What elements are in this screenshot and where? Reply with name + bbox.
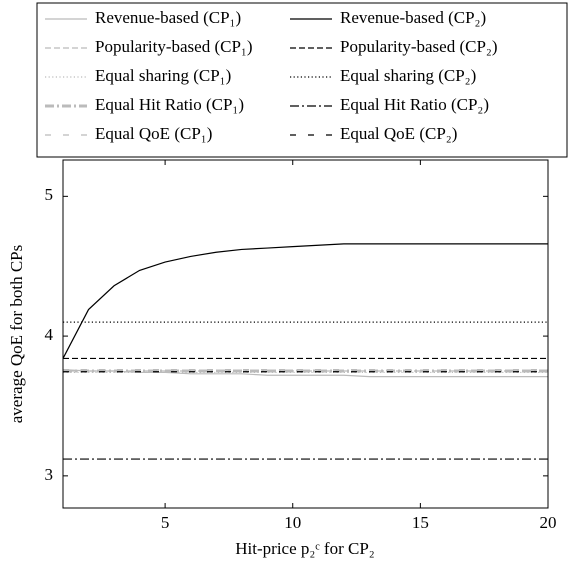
legend-label: Equal QoE (CP₂) — [340, 124, 457, 143]
legend-box — [36, 2, 568, 158]
legend-label: Equal QoE (CP₁) — [95, 124, 212, 143]
legend-label: Equal Hit Ratio (CP₂) — [340, 95, 489, 114]
legend-label: Popularity-based (CP₂) — [340, 37, 498, 56]
y-tick-label: 5 — [45, 185, 54, 204]
y-tick-label: 4 — [45, 325, 54, 344]
legend-label: Equal sharing (CP₂) — [340, 66, 476, 85]
legend-label: Revenue-based (CP₂) — [340, 8, 486, 27]
x-tick-label: 15 — [412, 513, 429, 532]
series-line — [62, 243, 548, 359]
y-tick-label: 3 — [45, 465, 54, 484]
x-axis-label: Hit-price p₂ᶜ for CP₂ — [235, 539, 374, 558]
legend-label: Revenue-based (CP₁) — [95, 8, 241, 27]
legend-label: Popularity-based (CP₁) — [95, 37, 253, 56]
plot-frame — [62, 159, 549, 509]
x-tick-label: 5 — [161, 513, 170, 532]
legend-label: Equal Hit Ratio (CP₁) — [95, 95, 244, 114]
y-axis-label: average QoE for both CPs — [7, 245, 26, 423]
x-tick-label: 20 — [540, 513, 557, 532]
legend-label: Equal sharing (CP₁) — [95, 66, 231, 85]
x-tick-label: 10 — [284, 513, 301, 532]
